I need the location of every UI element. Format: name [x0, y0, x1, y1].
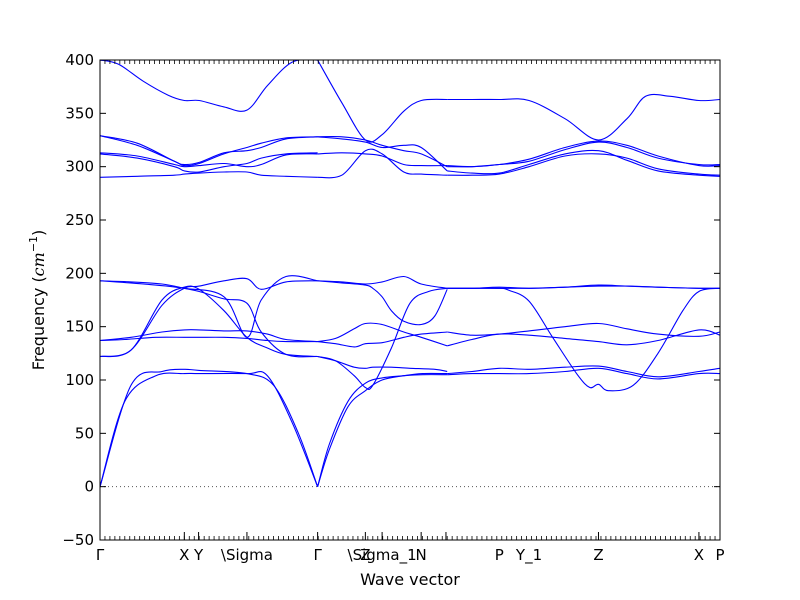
y-tick-label: 150 [65, 318, 94, 336]
phonon-branch-6 [100, 280, 318, 358]
y-axis-label-close: ) [29, 230, 48, 236]
phonon-branch-29 [447, 365, 720, 378]
phonon-branch-27 [317, 60, 448, 143]
x-tick-label: Z [360, 546, 370, 564]
x-tick-label: P [715, 546, 724, 564]
y-tick-label: −50 [62, 531, 94, 549]
phonon-branch-2 [100, 368, 319, 487]
phonon-branch-25 [317, 136, 448, 168]
x-tick-label: Γ [96, 546, 105, 564]
x-tick-label: X [179, 546, 189, 564]
phonon-branch-18 [317, 331, 448, 348]
x-axis-label: Wave vector [360, 570, 460, 589]
y-ticks: −50 0 50 100 150 200 250 300 350 400 [62, 51, 720, 549]
phonon-branch-12 [100, 135, 318, 167]
phonon-branch-19 [317, 322, 448, 347]
x-tick-label: X [694, 546, 704, 564]
y-axis-label-exponent: −1 [27, 236, 40, 252]
phonon-branch-34 [447, 285, 720, 289]
phonon-branch-35 [447, 153, 720, 176]
phonon-branch-1 [100, 371, 319, 487]
phonon-branch-5 [100, 329, 318, 343]
y-axis-label-unit: cm [29, 252, 48, 276]
x-tick-label: Z [593, 546, 603, 564]
phonon-branch-31 [447, 322, 720, 337]
phonon-branch-23 [317, 148, 448, 179]
x-tick-label: \Sigma_1 [348, 546, 417, 565]
phonon-branch-32 [447, 329, 720, 347]
series-layer [100, 60, 720, 487]
phonon-branch-17 [317, 287, 448, 391]
y-tick-label: 0 [84, 478, 94, 496]
x-tick-label: Γ [313, 546, 322, 564]
y-tick-label: 400 [65, 51, 94, 69]
phonon-branch-3 [100, 285, 318, 358]
y-tick-label: 200 [65, 264, 94, 282]
phonon-branch-14 [100, 60, 318, 112]
phonon-branch-8 [100, 275, 318, 338]
y-axis-label-text: Frequency ( [29, 276, 48, 370]
phonon-branch-26 [317, 136, 448, 172]
x-tick-label: \Sigma [221, 546, 273, 564]
x-tick-label: Y_1 [515, 546, 542, 565]
x-tick-label: P [495, 546, 504, 564]
plot-frame [99, 59, 721, 541]
phonon-branch-21 [317, 275, 448, 289]
phonon-branch-9 [100, 171, 318, 178]
x-tick-label: N [416, 546, 427, 564]
y-axis-label: Frequency (cm−1) [27, 230, 48, 371]
x-tick-label: Y [193, 546, 204, 564]
phonon-branch-15 [317, 374, 448, 487]
phonon-branch-24 [317, 152, 448, 167]
phonon-branch-13 [100, 135, 318, 166]
phonon-branch-7 [100, 277, 318, 358]
y-tick-label: 50 [75, 424, 94, 442]
phonon-branch-22 [317, 355, 448, 373]
phonon-branch-39 [447, 93, 720, 141]
y-tick-label: 250 [65, 211, 94, 229]
phonon-branch-38 [447, 140, 720, 168]
phonon-branch-36 [447, 149, 720, 177]
phonon-branch-10 [100, 152, 318, 173]
y-tick-label: 300 [65, 158, 94, 176]
y-tick-label: 100 [65, 371, 94, 389]
phonon-branch-28 [447, 367, 720, 380]
phonon-branch-11 [100, 152, 318, 168]
phonon-branch-20 [317, 280, 448, 326]
x-ticks: Γ X Y \Sigma Γ Z\Sigma_1N P Y_1 Z X P [96, 60, 725, 565]
y-tick-label: 350 [65, 104, 94, 122]
